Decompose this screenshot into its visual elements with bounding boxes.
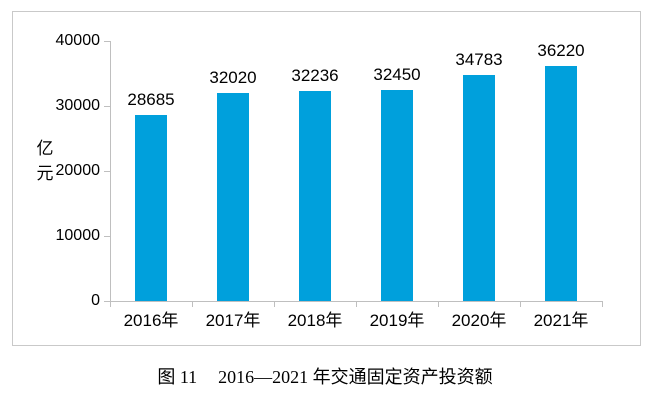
bar xyxy=(463,75,495,301)
x-tick-mark xyxy=(274,301,275,307)
bar xyxy=(217,93,249,301)
bar-value-label: 36220 xyxy=(537,41,585,60)
y-axis-title: 亿 元 xyxy=(36,139,54,183)
bar-value-label: 34783 xyxy=(455,50,503,69)
figure-title-text: 2016—2021 年交通固定资产投资额 xyxy=(218,367,493,387)
y-tick-mark xyxy=(104,171,110,172)
x-tick-mark xyxy=(438,301,439,307)
figure-caption: 图 11 2016—2021 年交通固定资产投资额 xyxy=(0,365,650,389)
y-tick-label: 40000 xyxy=(55,32,101,49)
bar xyxy=(381,90,413,301)
bar-value-label: 32236 xyxy=(291,66,339,85)
y-tick-label: 10000 xyxy=(55,227,101,244)
bar xyxy=(135,115,167,301)
y-axis-line xyxy=(110,41,111,301)
x-category-label: 2021年 xyxy=(533,311,589,330)
x-category-label: 2018年 xyxy=(287,311,343,330)
bar-value-label: 28685 xyxy=(127,90,175,109)
y-tick-label: 0 xyxy=(91,292,100,309)
x-category-label: 2017年 xyxy=(205,311,261,330)
bar-value-label: 32450 xyxy=(373,65,421,84)
y-tick-label: 30000 xyxy=(55,97,101,114)
y-tick-mark xyxy=(104,236,110,237)
x-tick-mark xyxy=(520,301,521,307)
bar xyxy=(299,91,331,301)
bar-value-label: 32020 xyxy=(209,68,257,87)
y-tick-mark xyxy=(104,301,110,302)
x-category-label: 2020年 xyxy=(451,311,507,330)
x-category-label: 2016年 xyxy=(123,311,179,330)
y-tick-mark xyxy=(104,106,110,107)
bar xyxy=(545,66,577,301)
figure-number-label: 图 11 xyxy=(157,367,198,387)
x-tick-mark xyxy=(192,301,193,307)
x-tick-mark xyxy=(356,301,357,307)
y-tick-label: 20000 xyxy=(55,162,101,179)
y-tick-mark xyxy=(104,41,110,42)
x-tick-mark xyxy=(602,301,603,307)
x-category-label: 2019年 xyxy=(369,311,425,330)
x-tick-mark xyxy=(110,301,111,307)
